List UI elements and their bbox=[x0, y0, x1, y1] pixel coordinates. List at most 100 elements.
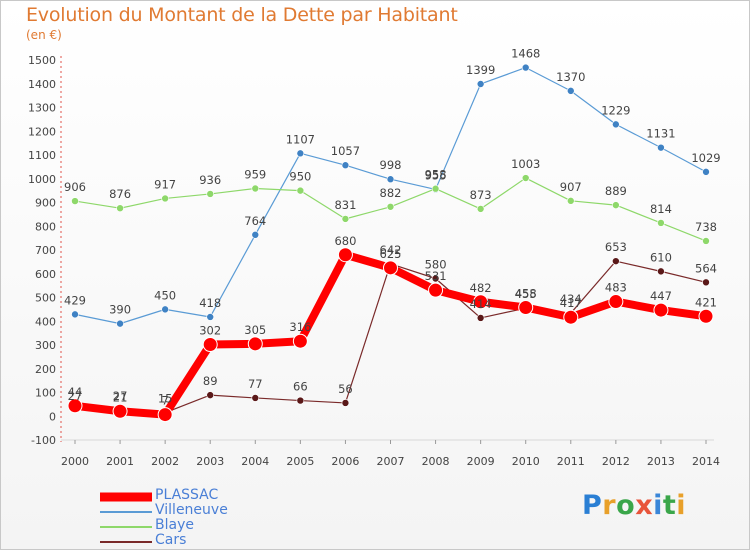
data-label-villeneuve: 998 bbox=[380, 158, 402, 172]
data-point-blaye bbox=[116, 204, 124, 212]
x-tick-label: 2012 bbox=[602, 455, 630, 468]
data-point-cars bbox=[296, 396, 305, 405]
data-label-cars: 642 bbox=[380, 243, 402, 257]
data-point-blaye bbox=[431, 184, 440, 193]
data-label-villeneuve: 450 bbox=[154, 288, 176, 302]
data-label-cars: 77 bbox=[248, 377, 263, 391]
x-tick-label: 2002 bbox=[151, 455, 179, 468]
data-point-cars bbox=[251, 394, 260, 402]
data-label-blaye: 738 bbox=[695, 220, 717, 234]
data-point-villeneuve bbox=[296, 149, 305, 158]
data-label-cars: 89 bbox=[203, 374, 218, 388]
data-point-villeneuve bbox=[251, 231, 260, 239]
data-point-plassac bbox=[202, 337, 218, 353]
x-tick-label: 2003 bbox=[196, 455, 224, 468]
data-point-villeneuve bbox=[521, 63, 530, 72]
data-point-cars bbox=[206, 391, 215, 399]
y-tick-label: 200 bbox=[35, 363, 56, 376]
data-label-villeneuve: 764 bbox=[244, 214, 266, 228]
chart-unit: (en €) bbox=[26, 28, 62, 42]
data-label-villeneuve: 1029 bbox=[691, 151, 720, 165]
y-tick-label: 900 bbox=[35, 197, 56, 210]
data-label-blaye: 950 bbox=[289, 170, 311, 184]
x-tick-label: 2001 bbox=[106, 455, 134, 468]
data-point-blaye bbox=[566, 197, 575, 205]
data-label-villeneuve: 418 bbox=[199, 296, 221, 310]
data-label-blaye: 876 bbox=[109, 187, 131, 201]
y-tick-label: 500 bbox=[35, 292, 56, 305]
x-tick-label: 2014 bbox=[692, 455, 720, 468]
x-tick-label: 2010 bbox=[512, 455, 540, 468]
data-label-plassac: 305 bbox=[244, 323, 266, 337]
data-point-plassac bbox=[112, 403, 128, 419]
y-tick-label: -100 bbox=[31, 434, 56, 447]
y-tick-label: 400 bbox=[35, 315, 56, 328]
data-label-villeneuve: 1468 bbox=[511, 47, 540, 61]
data-label-cars: 610 bbox=[650, 250, 672, 264]
data-label-cars: 66 bbox=[293, 380, 308, 394]
data-point-cars bbox=[431, 274, 440, 283]
data-point-blaye bbox=[341, 215, 350, 223]
data-point-cars bbox=[612, 257, 620, 265]
data-label-plassac: 483 bbox=[605, 281, 627, 295]
data-point-plassac bbox=[608, 294, 624, 310]
data-label-villeneuve: 1399 bbox=[466, 63, 495, 77]
legend-swatch-blaye bbox=[100, 526, 152, 528]
x-tick-label: 2000 bbox=[61, 455, 89, 468]
proxiti-logo: Proxiti bbox=[582, 490, 687, 521]
data-label-plassac: 680 bbox=[334, 234, 356, 248]
data-point-plassac bbox=[473, 294, 489, 310]
x-tick-label: 2004 bbox=[241, 455, 269, 468]
data-label-blaye: 906 bbox=[64, 180, 86, 194]
data-label-blaye: 873 bbox=[470, 188, 492, 202]
data-point-plassac bbox=[157, 407, 173, 423]
data-point-plassac bbox=[292, 333, 308, 349]
data-point-plassac bbox=[698, 308, 714, 324]
y-tick-label: 1400 bbox=[28, 78, 56, 91]
data-point-plassac bbox=[518, 299, 534, 315]
data-point-blaye bbox=[476, 205, 485, 213]
data-label-villeneuve: 1370 bbox=[556, 70, 585, 84]
data-label-villeneuve: 429 bbox=[64, 293, 86, 307]
data-point-plassac bbox=[563, 309, 579, 325]
data-label-cars: 27 bbox=[68, 389, 83, 403]
data-label-blaye: 882 bbox=[380, 186, 402, 200]
data-point-villeneuve bbox=[612, 120, 620, 129]
data-label-cars: 455 bbox=[515, 287, 537, 301]
data-point-blaye bbox=[206, 190, 215, 198]
legend-label-cars: Cars bbox=[155, 532, 187, 548]
legend-label-blaye: Blaye bbox=[155, 517, 194, 533]
data-point-blaye bbox=[71, 197, 79, 205]
data-label-cars: 434 bbox=[560, 292, 582, 306]
y-tick-label: 300 bbox=[35, 339, 56, 352]
data-point-villeneuve bbox=[386, 175, 395, 184]
data-point-plassac bbox=[247, 336, 263, 352]
legend-swatch-plassac bbox=[100, 492, 152, 502]
data-label-blaye: 889 bbox=[605, 184, 627, 198]
data-label-villeneuve: 1107 bbox=[286, 132, 315, 146]
x-tick-label: 2006 bbox=[331, 455, 359, 468]
x-tick-label: 2008 bbox=[422, 455, 450, 468]
data-label-plassac: 302 bbox=[199, 324, 221, 338]
data-label-plassac: 316 bbox=[289, 320, 311, 334]
data-label-villeneuve: 1057 bbox=[331, 144, 360, 158]
data-label-plassac: 531 bbox=[425, 269, 447, 283]
data-label-plassac: 417 bbox=[560, 296, 582, 310]
data-label-blaye: 917 bbox=[154, 177, 176, 191]
data-label-plassac: 21 bbox=[113, 390, 128, 404]
data-point-blaye bbox=[386, 202, 395, 211]
data-label-blaye: 831 bbox=[334, 198, 356, 212]
data-point-blaye bbox=[296, 186, 305, 195]
data-label-plassac: 482 bbox=[470, 281, 492, 295]
y-tick-label: 0 bbox=[49, 410, 56, 423]
data-point-blaye bbox=[657, 219, 665, 227]
x-tick-label: 2005 bbox=[286, 455, 314, 468]
data-point-villeneuve bbox=[566, 87, 575, 95]
data-label-cars: 27 bbox=[113, 389, 128, 403]
data-label-plassac: 7 bbox=[161, 394, 168, 408]
data-point-villeneuve bbox=[476, 80, 485, 88]
data-point-blaye bbox=[521, 174, 530, 182]
y-tick-label: 600 bbox=[35, 268, 56, 281]
data-point-plassac bbox=[653, 302, 669, 318]
